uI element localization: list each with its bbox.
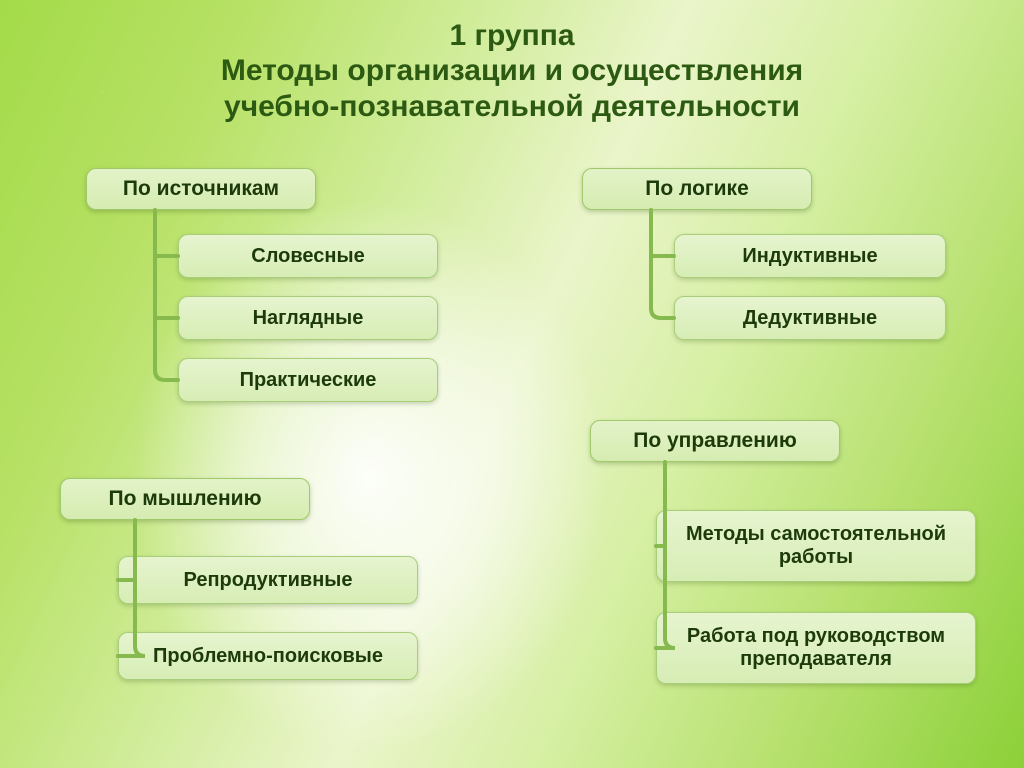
child-thinking-1: Проблемно-поисковые	[118, 632, 418, 680]
child-logic-0: Индуктивные	[674, 234, 946, 278]
child-control-0: Методы самостоятельной работы	[656, 510, 976, 582]
child-sources-0: Словесные	[178, 234, 438, 278]
connector-thinking	[114, 516, 122, 664]
group-header-sources: По источникам	[86, 168, 316, 210]
diagram-stage: 1 группа Методы организации и осуществле…	[0, 0, 1024, 768]
connector-control	[652, 458, 660, 656]
child-control-1: Работа под руководством преподавателя	[656, 612, 976, 684]
child-sources-2: Практические	[178, 358, 438, 402]
child-thinking-0: Репродуктивные	[118, 556, 418, 604]
child-logic-1: Дедуктивные	[674, 296, 946, 340]
title-line-1: 1 группа	[0, 18, 1024, 53]
connector-sources	[151, 206, 182, 388]
group-header-control: По управлению	[590, 420, 840, 462]
slide-title: 1 группа Методы организации и осуществле…	[0, 18, 1024, 124]
group-header-thinking: По мышлению	[60, 478, 310, 520]
group-header-logic: По логике	[582, 168, 812, 210]
title-line-3: учебно-познавательной деятельности	[0, 89, 1024, 124]
child-sources-1: Наглядные	[178, 296, 438, 340]
connector-logic	[647, 206, 678, 326]
title-line-2: Методы организации и осуществления	[0, 53, 1024, 88]
